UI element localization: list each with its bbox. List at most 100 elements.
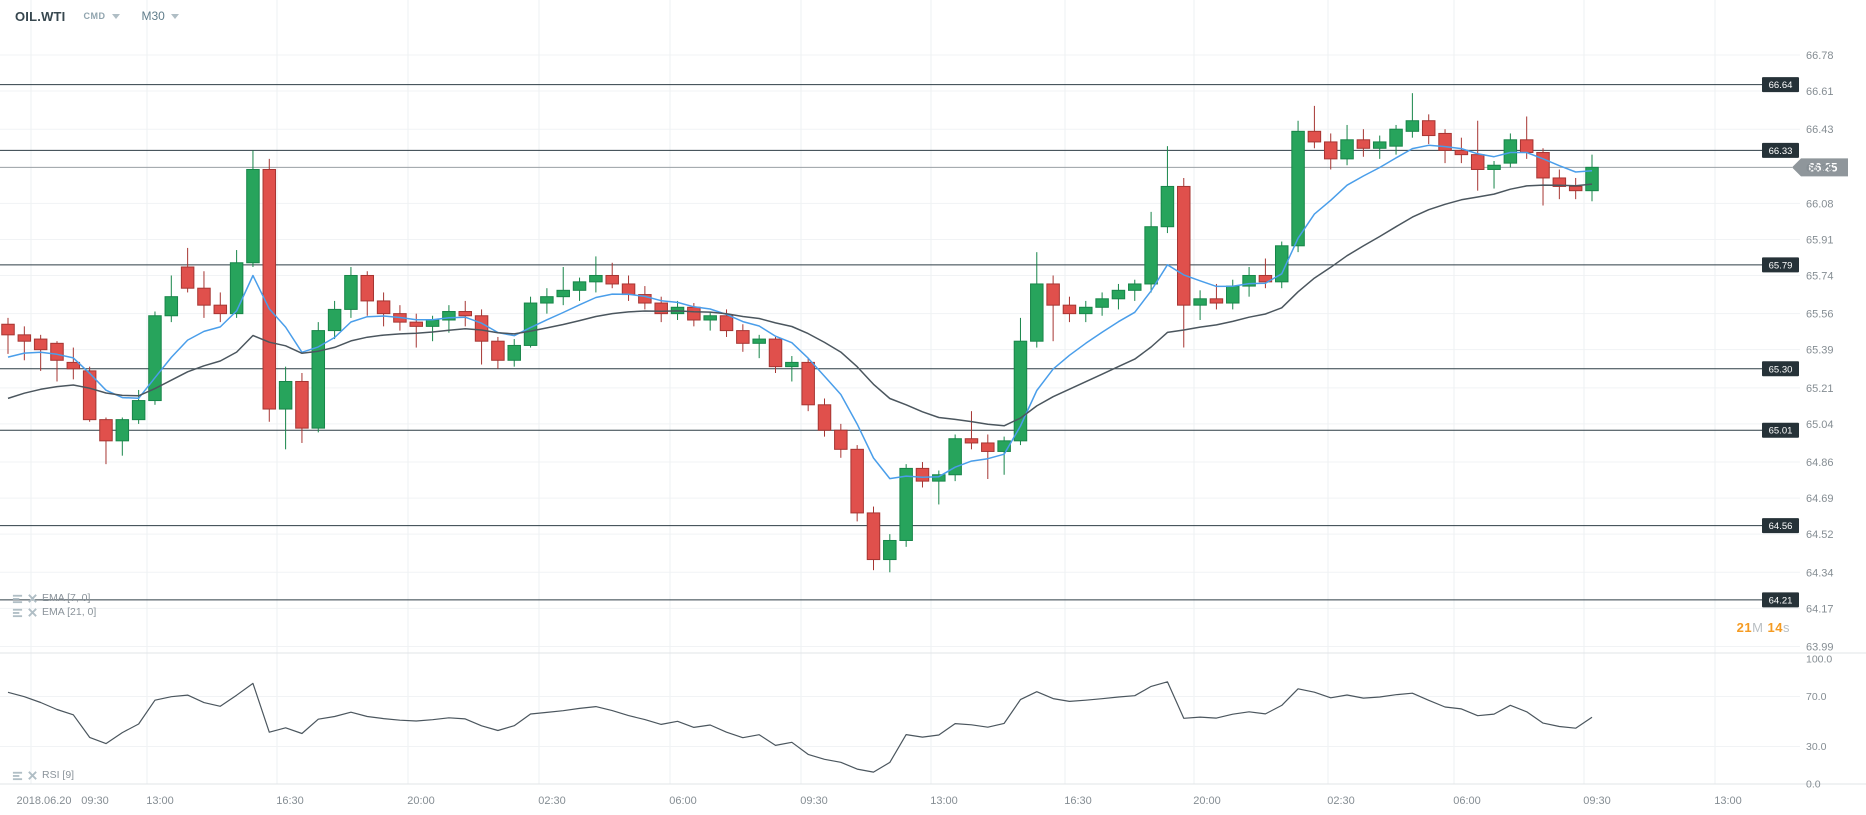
candles-layer[interactable] <box>1 93 1599 573</box>
candle-body[interactable] <box>915 467 930 482</box>
rsi-close-icon[interactable] <box>27 770 38 781</box>
candle-body[interactable] <box>997 440 1011 452</box>
candle-body[interactable] <box>1193 298 1207 306</box>
candle-body[interactable] <box>1372 141 1387 149</box>
candle-body[interactable] <box>99 419 113 442</box>
candle-body[interactable] <box>131 400 146 421</box>
candle-body[interactable] <box>785 361 799 368</box>
candle-body[interactable] <box>507 344 521 361</box>
candle-body[interactable] <box>801 361 815 406</box>
candle-body[interactable] <box>1421 120 1436 137</box>
candle-body[interactable] <box>1340 139 1354 160</box>
candle-body[interactable] <box>1323 141 1338 160</box>
candle-body[interactable] <box>164 296 179 317</box>
candle-body[interactable] <box>964 438 979 444</box>
candle-body[interactable] <box>654 302 668 315</box>
candle-body[interactable] <box>981 442 995 452</box>
timeframe-dropdown[interactable]: M30 <box>141 9 165 23</box>
candle-body[interactable] <box>1258 274 1273 283</box>
candle-body[interactable] <box>719 315 734 332</box>
candle-body[interactable] <box>1177 185 1191 306</box>
candle-body[interactable] <box>327 308 342 332</box>
candle-body[interactable] <box>768 338 783 368</box>
candle-body[interactable] <box>1536 152 1550 179</box>
level-price-tag[interactable] <box>1762 361 1799 377</box>
candle-body[interactable] <box>523 302 538 346</box>
candle-body[interactable] <box>605 274 619 285</box>
candle-body[interactable] <box>1128 283 1142 291</box>
candle-body[interactable] <box>899 467 913 541</box>
candle-body[interactable] <box>1242 274 1256 287</box>
candle-body[interactable] <box>442 311 456 321</box>
candle-body[interactable] <box>376 300 391 315</box>
candle-body[interactable] <box>409 321 423 327</box>
candle-body[interactable] <box>262 168 277 410</box>
level-price-tag[interactable] <box>1762 592 1799 608</box>
candle-body[interactable] <box>866 512 881 561</box>
candle-body[interactable] <box>1274 245 1289 283</box>
candle-body[interactable] <box>1079 306 1093 315</box>
candle-body[interactable] <box>1 323 15 336</box>
candle-body[interactable] <box>1389 128 1403 147</box>
level-price-tag[interactable] <box>1762 142 1799 158</box>
candle-body[interactable] <box>1046 283 1060 306</box>
candle-body[interactable] <box>850 448 864 514</box>
candle-body[interactable] <box>295 380 309 429</box>
level-price-tag[interactable] <box>1762 77 1799 93</box>
rsi-settings-icon[interactable] <box>12 770 23 781</box>
level-price-tag[interactable] <box>1762 422 1799 438</box>
candle-body[interactable] <box>1503 139 1518 164</box>
ema-fast-settings-icon[interactable] <box>12 593 23 604</box>
candle-body[interactable] <box>33 338 48 351</box>
candle-body[interactable] <box>1095 298 1109 308</box>
candle-body[interactable] <box>458 311 472 317</box>
candle-body[interactable] <box>17 334 32 342</box>
candle-body[interactable] <box>278 380 293 410</box>
candle-body[interactable] <box>82 370 97 421</box>
candle-body[interactable] <box>1405 120 1420 132</box>
candle-body[interactable] <box>360 274 375 302</box>
candle-body[interactable] <box>1552 177 1567 187</box>
candle-body[interactable] <box>1454 149 1469 156</box>
candle-body[interactable] <box>883 539 897 561</box>
ema-fast-close-icon[interactable] <box>27 593 38 604</box>
candle-body[interactable] <box>1062 304 1077 315</box>
candle-body[interactable] <box>1519 139 1534 154</box>
candle-body[interactable] <box>1356 139 1371 149</box>
candle-body[interactable] <box>752 338 766 344</box>
candle-body[interactable] <box>425 319 440 327</box>
candle-body[interactable] <box>703 315 717 321</box>
candle-body[interactable] <box>1160 185 1175 228</box>
candle-body[interactable] <box>229 262 244 315</box>
ema-slow-close-icon[interactable] <box>27 607 38 618</box>
candle-body[interactable] <box>621 283 636 296</box>
candle-body[interactable] <box>474 315 489 342</box>
candle-body[interactable] <box>1291 130 1305 247</box>
candle-body[interactable] <box>1487 164 1501 170</box>
candle-body[interactable] <box>834 429 848 450</box>
candle-body[interactable] <box>1307 130 1322 143</box>
candle-body[interactable] <box>572 281 587 291</box>
candle-body[interactable] <box>246 168 260 264</box>
candle-body[interactable] <box>213 304 228 315</box>
ema-slow-settings-icon[interactable] <box>12 607 23 618</box>
market-category-dropdown[interactable]: CMD <box>83 11 106 21</box>
candle-body[interactable] <box>1470 154 1485 170</box>
candle-body[interactable] <box>180 266 195 289</box>
candle-body[interactable] <box>687 306 701 321</box>
candle-body[interactable] <box>932 474 946 482</box>
candle-body[interactable] <box>115 419 130 442</box>
candle-body[interactable] <box>311 330 326 429</box>
candle-body[interactable] <box>148 315 162 402</box>
level-price-tag[interactable] <box>1762 257 1799 273</box>
candle-body[interactable] <box>589 274 603 283</box>
market-caret-icon[interactable] <box>111 13 120 19</box>
candle-body[interactable] <box>1226 285 1240 304</box>
candle-body[interactable] <box>66 361 81 370</box>
candle-body[interactable] <box>817 404 832 431</box>
level-price-tag[interactable] <box>1762 518 1799 534</box>
candle-body[interactable] <box>1111 289 1126 300</box>
timeframe-caret-icon[interactable] <box>170 13 179 19</box>
candle-body[interactable] <box>50 342 64 361</box>
